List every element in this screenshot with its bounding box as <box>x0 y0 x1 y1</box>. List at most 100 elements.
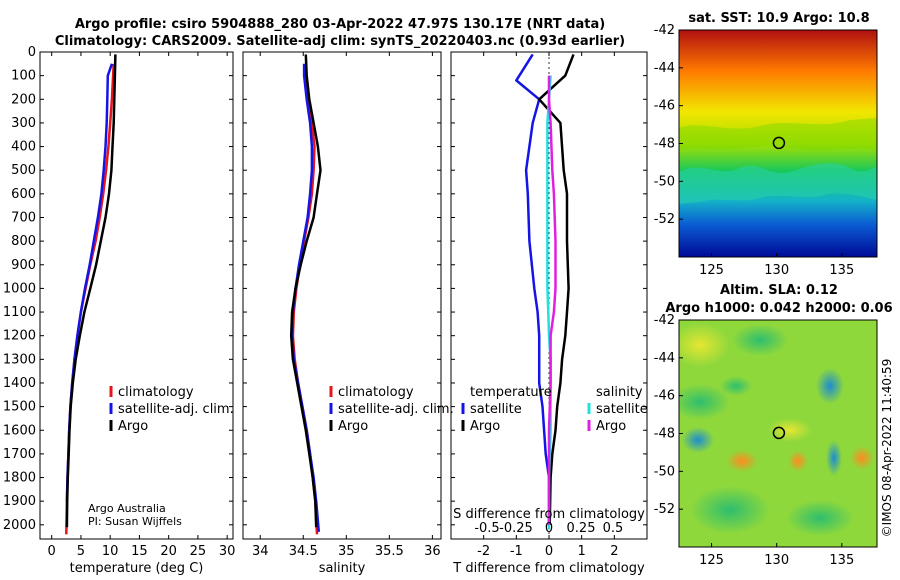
map-x-tick-label: 130 <box>764 553 789 568</box>
map-y-tick-label: -48 <box>654 427 675 442</box>
s-tick-label: 0.25 <box>567 521 596 536</box>
credit-line1: Argo Australia <box>88 502 166 515</box>
y-tick-label: 1600 <box>3 423 36 438</box>
series-line-s-satellite <box>546 75 552 530</box>
plot-frame <box>242 51 442 540</box>
y-tick-label: 0 <box>28 45 36 60</box>
x-tick-label: 36 <box>424 544 441 559</box>
y-tick-label: 500 <box>11 163 36 178</box>
legend-label-s-argo: Argo <box>596 419 626 434</box>
y-tick-label: 1700 <box>3 447 36 462</box>
figure-title-line2: Climatology: CARS2009. Satellite-adj cli… <box>55 34 625 49</box>
s-tick-label: -0.25 <box>499 521 533 536</box>
x-tick-label: 0 <box>48 544 56 559</box>
sst-field <box>679 30 877 257</box>
series-line-s-argo <box>547 75 557 525</box>
sst-map-axes: 125 130 135 -42 -44 -46 -48 -50 -52 <box>654 23 854 278</box>
x-tick-label: 2 <box>610 544 618 559</box>
x-tick-label: 35 <box>338 544 355 559</box>
x-tick-label: -2 <box>477 544 490 559</box>
map-y-tick-label: -52 <box>654 502 675 517</box>
s-difference-tick-labels: -0.5 -0.25 0 0.25 0.5 <box>474 521 623 536</box>
y-tick-label: 1900 <box>3 494 36 509</box>
legend-label-argo: Argo <box>118 419 148 434</box>
y-tick-label: 1500 <box>3 400 36 415</box>
legend-label-argo: Argo <box>338 419 368 434</box>
x-axis-label: salinity <box>319 561 366 576</box>
legend-label-climatology: climatology <box>118 385 194 400</box>
map-x-tick-label: 125 <box>699 263 724 278</box>
x-tick-label: 34 <box>252 544 269 559</box>
figure-title-line1: Argo profile: csiro 5904888_280 03-Apr-2… <box>75 17 605 32</box>
map-x-tick-label: 130 <box>764 263 789 278</box>
sst-argo-position-marker <box>772 136 786 150</box>
y-tick-label: 1400 <box>3 376 36 391</box>
sst-front-green <box>679 118 877 151</box>
s-tick-label: 0.5 <box>603 521 624 536</box>
series-line-argo <box>289 54 322 528</box>
imos-watermark: ©IMOS 08-Apr-2022 11:40:59 <box>880 359 894 538</box>
x-tick-label: 5 <box>77 544 85 559</box>
sst-map <box>679 30 877 257</box>
y-tick-label: 400 <box>11 140 36 155</box>
x-tick-label: 15 <box>131 544 148 559</box>
y-tick-label: 600 <box>11 187 36 202</box>
sla-blob <box>826 440 842 476</box>
sla-blob <box>788 450 808 472</box>
salinity-legend: climatology satellite-adj. clim. Argo <box>329 385 454 434</box>
s-tick-label: -0.5 <box>474 521 499 536</box>
sla-blob <box>679 323 730 367</box>
y-tick-label: 800 <box>11 234 36 249</box>
temperature-legend: climatology satellite-adj. clim. Argo <box>109 385 234 434</box>
x-tick-label: 10 <box>102 544 119 559</box>
x-tick-label: 35.5 <box>375 544 404 559</box>
map-y-tick-label: -44 <box>654 351 675 366</box>
map-y-tick-label: -46 <box>654 99 675 114</box>
sla-map-title-line2: Argo h1000: 0.042 h2000: 0.06 <box>665 301 892 316</box>
series-line-t-satellite <box>515 53 551 525</box>
x-tick-label: 0 <box>545 544 553 559</box>
y-tick-label: 700 <box>11 210 36 225</box>
sla-blob <box>679 384 730 420</box>
credit-line2: PI: Susan Wijffels <box>88 515 182 528</box>
sla-blob <box>816 368 844 404</box>
plot-frame <box>39 51 234 540</box>
sla-map-axes: 125 130 135 -42 -44 -46 -48 -50 -52 <box>654 313 854 568</box>
difference-legend: temperature salinity satellite Argo sate… <box>461 385 648 434</box>
x-axis-label: T difference from climatology <box>452 561 645 576</box>
sla-blob <box>850 446 874 470</box>
map-y-tick-label: -52 <box>654 212 675 227</box>
salinity-profile-panel: 34 34.5 35 35.5 36 salinity <box>242 51 442 576</box>
y-tick-label: 900 <box>11 258 36 273</box>
sla-map-title-line1: Altim. SLA: 0.12 <box>720 283 838 298</box>
legend-label-t-satellite: satellite <box>470 402 522 417</box>
map-x-tick-label: 125 <box>699 553 724 568</box>
temperature-profile-panel: 0100200300400500600700800900100011001200… <box>3 45 236 576</box>
sla-argo-position-marker <box>772 426 786 440</box>
legend-label-satellite: satellite-adj. clim. <box>338 402 454 417</box>
x-tick-label: 1 <box>578 544 586 559</box>
map-y-tick-label: -48 <box>654 137 675 152</box>
sla-blob <box>720 376 752 396</box>
y-tick-label: 2000 <box>3 518 36 533</box>
s-tick-label: 0 <box>545 521 553 536</box>
y-tick-label: 1800 <box>3 471 36 486</box>
y-tick-label: 1100 <box>3 305 36 320</box>
sst-front-cyan <box>679 163 877 204</box>
y-tick-label: 1000 <box>3 281 36 296</box>
series-line-argo <box>65 54 117 528</box>
sla-blob <box>732 324 788 356</box>
y-tick-label: 1300 <box>3 352 36 367</box>
sla-blob <box>726 450 758 472</box>
map-y-tick-label: -50 <box>654 464 675 479</box>
x-tick-label: 34.5 <box>289 544 318 559</box>
x-tick-label: 25 <box>190 544 207 559</box>
map-x-tick-label: 135 <box>829 263 854 278</box>
map-y-tick-label: -42 <box>654 23 675 38</box>
sla-blob <box>682 427 714 453</box>
legend-label-s-satellite: satellite <box>596 402 648 417</box>
x-tick-label: 20 <box>160 544 177 559</box>
series-line-t-argo <box>537 53 575 525</box>
sla-blob <box>768 418 812 442</box>
